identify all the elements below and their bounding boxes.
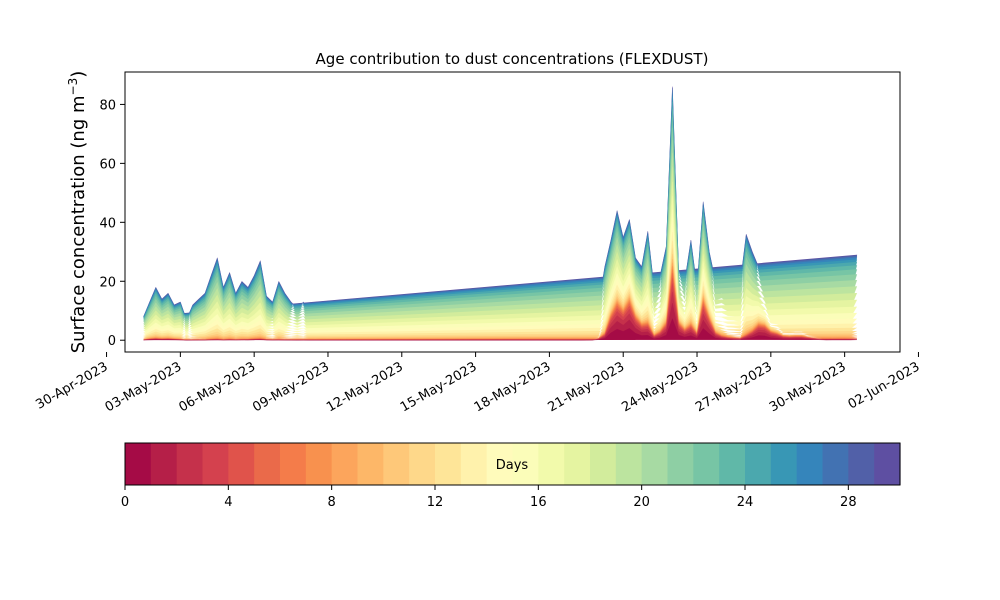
- colorbar-tick-label: 24: [737, 495, 754, 510]
- colorbar-swatch: [770, 443, 798, 485]
- colorbar-label: Days: [496, 458, 529, 473]
- colorbar-swatch: [538, 443, 565, 485]
- colorbar-swatch: [874, 443, 901, 485]
- y-axis: 0 20 40 60 80: [99, 98, 125, 349]
- y-tick-label: 20: [99, 275, 116, 290]
- x-tick-label: 02-Jun-2023: [846, 359, 923, 412]
- x-axis: 30-Apr-202303-May-202306-May-202309-May-…: [33, 352, 922, 415]
- colorbar-swatch: [590, 443, 617, 485]
- x-tick-label: 30-Apr-2023: [33, 359, 110, 412]
- y-axis-label-text: Surface concentration (ng m−3): [66, 71, 89, 354]
- colorbar-tick-label: 8: [328, 495, 336, 510]
- x-tick-label: 21-May-2023: [546, 359, 628, 415]
- plot-frame: [124, 71, 901, 353]
- colorbar-tick-label: 0: [121, 495, 129, 510]
- colorbar-swatch: [641, 443, 669, 485]
- x-tick-label: 09-May-2023: [250, 359, 332, 415]
- colorbar-tick-label: 20: [633, 495, 650, 510]
- colorbar-swatch: [150, 443, 178, 485]
- colorbar-swatch: [564, 443, 591, 485]
- colorbar-swatch: [460, 443, 488, 485]
- y-axis-label-main: Surface concentration (ng m: [68, 95, 89, 353]
- colorbar-swatch: [693, 443, 720, 485]
- colorbar-swatch: [176, 443, 204, 485]
- age-layer-0: [143, 318, 857, 341]
- colorbar-swatch: [435, 443, 462, 485]
- colorbar-tick-label: 4: [224, 495, 232, 510]
- colorbar-swatch: [667, 443, 694, 485]
- colorbar-swatch: [796, 443, 824, 485]
- colorbar-swatch: [125, 443, 152, 485]
- x-tick-label: 18-May-2023: [472, 359, 554, 415]
- stacked-areas: [143, 86, 858, 341]
- colorbar-swatch: [486, 443, 514, 485]
- colorbar-swatch: [280, 443, 307, 485]
- y-tick-label: 60: [99, 157, 116, 172]
- colorbar-swatch: [383, 443, 410, 485]
- colorbar-swatch: [254, 443, 281, 485]
- x-tick-label: 27-May-2023: [693, 359, 775, 415]
- colorbar-swatch: [357, 443, 384, 485]
- y-tick-label: 0: [108, 334, 116, 349]
- colorbar-swatch: [822, 443, 849, 485]
- colorbar-swatch: [228, 443, 255, 485]
- colorbar-swatch: [745, 443, 772, 485]
- y-tick-label: 40: [99, 216, 116, 231]
- colorbar-swatch: [409, 443, 436, 485]
- x-tick-label: 15-May-2023: [398, 359, 480, 415]
- y-tick-label: 80: [99, 98, 116, 113]
- chart-title: Age contribution to dust concentrations …: [316, 50, 709, 68]
- x-tick-label: 24-May-2023: [619, 359, 701, 415]
- colorbar-frame: [124, 442, 901, 486]
- y-axis-label-sup: −3: [66, 78, 80, 96]
- y-axis-label: Surface concentration (ng m−3): [66, 71, 89, 354]
- colorbar-swatch: [331, 443, 359, 485]
- colorbar-ticks: 0 4 8 12 16 20 24 28: [121, 485, 857, 510]
- colorbar-swatch: [512, 443, 539, 485]
- x-tick-label: 03-May-2023: [103, 359, 185, 415]
- colorbar-swatch: [202, 443, 229, 485]
- colorbar-swatch: [615, 443, 643, 485]
- y-axis-label-tail: ): [68, 71, 89, 78]
- x-tick-label: 06-May-2023: [176, 359, 258, 415]
- x-tick-label: 30-May-2023: [767, 359, 849, 415]
- colorbar-swatch: [305, 443, 333, 485]
- colorbar-tick-label: 12: [427, 495, 444, 510]
- colorbar-swatch: [719, 443, 746, 485]
- colorbar: [125, 443, 901, 485]
- colorbar-tick-label: 28: [840, 495, 857, 510]
- colorbar-swatch: [848, 443, 875, 485]
- colorbar-tick-label: 16: [530, 495, 547, 510]
- x-tick-label: 12-May-2023: [324, 359, 406, 415]
